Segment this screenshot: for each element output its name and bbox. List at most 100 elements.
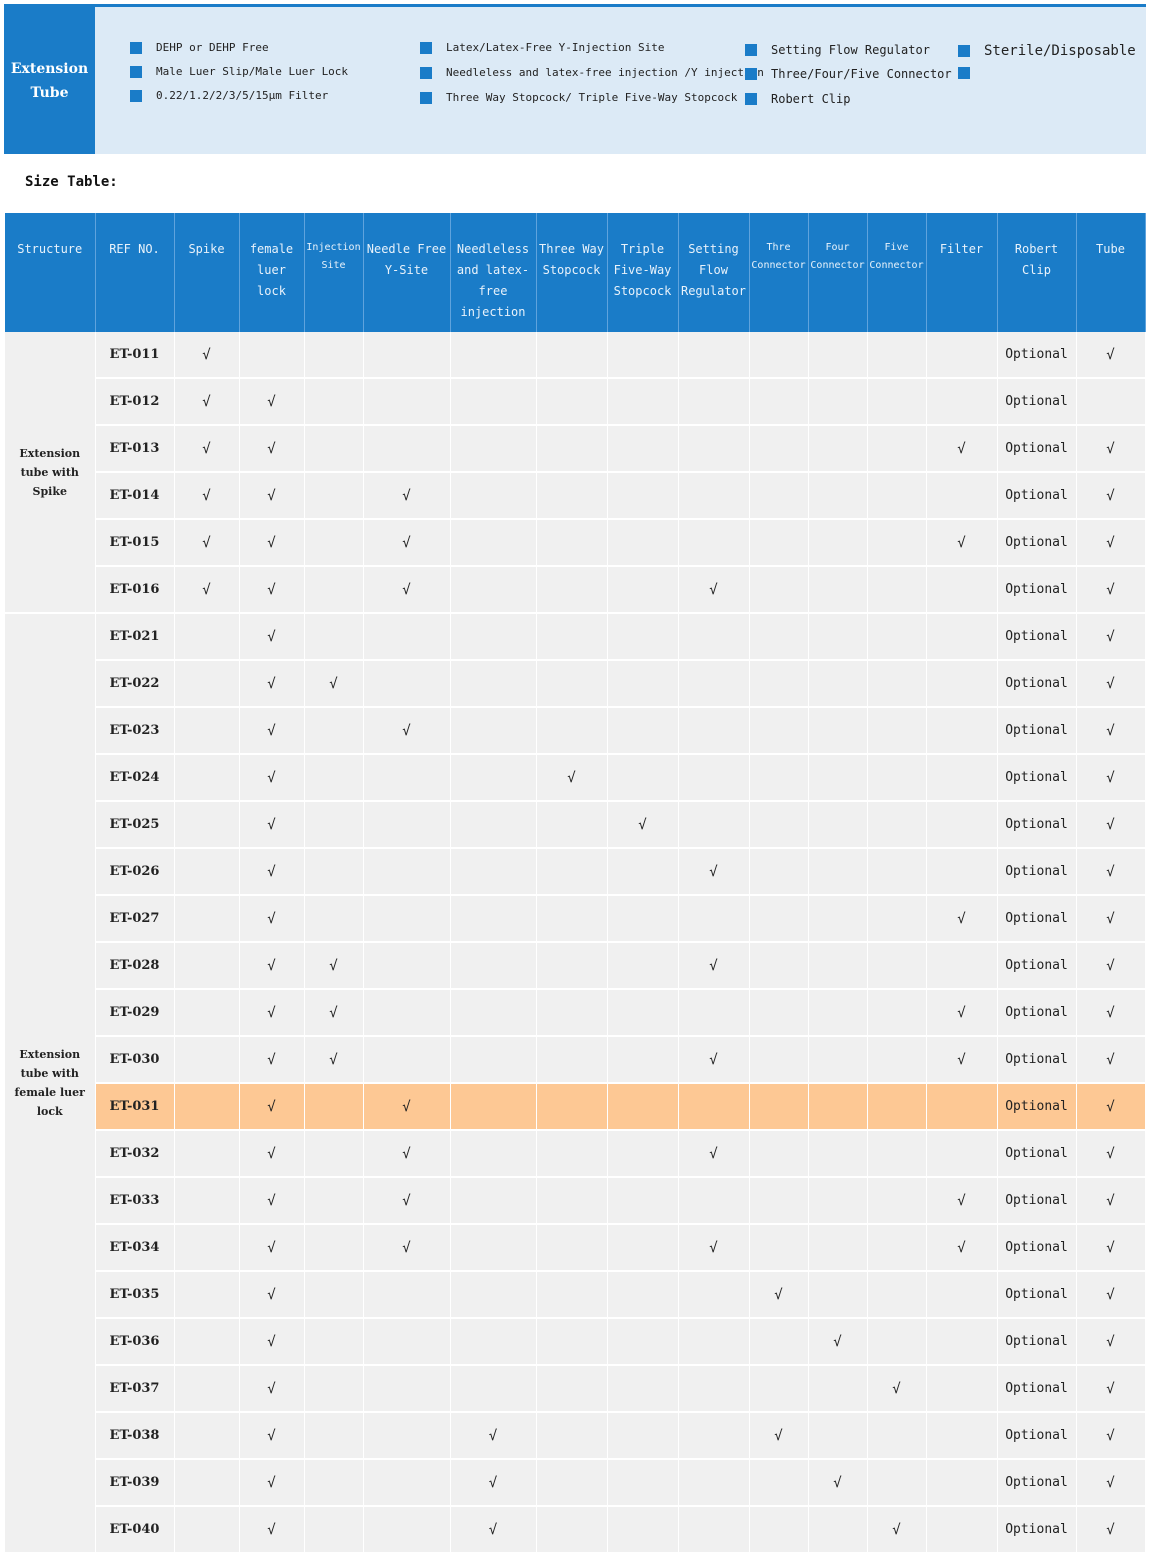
empty-cell (536, 989, 608, 1037)
table-row: ET-023 √ √ Optional √ (5, 707, 1146, 755)
empty-cell (926, 942, 998, 990)
robert-clip-value: Optional (997, 472, 1077, 520)
empty-cell (867, 519, 927, 567)
empty-cell (450, 425, 537, 473)
empty-cell (450, 1083, 537, 1131)
empty-cell (607, 660, 679, 708)
table-row: Extension tube with Spike ET-011 √ Optional… (5, 332, 1146, 614)
ref-number: ET-028 (95, 942, 175, 990)
empty-cell (450, 566, 537, 614)
empty-cell (926, 613, 998, 661)
bullet-square-icon (420, 66, 432, 79)
check-mark-icon: √ (239, 942, 305, 990)
check-mark-icon: √ (239, 989, 305, 1037)
empty-cell (363, 332, 451, 379)
robert-clip-value: Optional (997, 942, 1077, 990)
check-mark-icon: √ (304, 942, 364, 990)
check-mark-icon: √ (450, 1412, 537, 1460)
check-mark-icon: √ (1076, 1177, 1146, 1225)
ref-number: ET-029 (95, 989, 175, 1037)
bullet-square-icon (420, 91, 432, 104)
feature-item: Three Way Stopcock/ Triple Five-Way Stop… (420, 91, 737, 104)
ref-number: ET-024 (95, 754, 175, 802)
check-mark-icon: √ (363, 707, 451, 755)
check-mark-icon: √ (808, 1318, 868, 1366)
robert-clip-value: Optional (997, 1271, 1077, 1319)
empty-cell (607, 1036, 679, 1084)
empty-cell (536, 472, 608, 520)
empty-cell (450, 707, 537, 755)
bullet-square-icon (745, 44, 757, 56)
empty-cell (607, 566, 679, 614)
check-mark-icon: √ (1076, 1130, 1146, 1178)
empty-cell (867, 754, 927, 802)
check-mark-icon: √ (239, 1412, 305, 1460)
empty-cell (678, 1271, 750, 1319)
check-mark-icon: √ (1076, 332, 1146, 379)
ref-number: ET-031 (95, 1083, 175, 1131)
ref-number: ET-016 (95, 566, 175, 614)
empty-cell (304, 566, 364, 614)
robert-clip-value: Optional (997, 425, 1077, 473)
empty-cell (808, 378, 868, 426)
check-mark-icon: √ (1076, 472, 1146, 520)
size-table: Structure REF NO. Spike female luer lock Inj… (5, 213, 1146, 1554)
column-header: female luer lock (239, 213, 305, 332)
check-mark-icon: √ (239, 1083, 305, 1131)
column-header: Five Connector (867, 213, 927, 332)
empty-cell (607, 1459, 679, 1507)
empty-cell (678, 660, 750, 708)
empty-cell (536, 848, 608, 896)
empty-cell (867, 1177, 927, 1225)
empty-cell (536, 895, 608, 943)
empty-cell (607, 613, 679, 661)
empty-cell (536, 613, 608, 661)
empty-cell (867, 1459, 927, 1507)
empty-cell (749, 707, 809, 755)
table-row: ET-025 √ √ Optional √ (5, 801, 1146, 849)
empty-cell (450, 848, 537, 896)
empty-cell (607, 707, 679, 755)
robert-clip-value: Optional (997, 801, 1077, 849)
empty-cell (808, 1412, 868, 1460)
empty-cell (749, 660, 809, 708)
ref-number: ET-015 (95, 519, 175, 567)
empty-cell (536, 1318, 608, 1366)
robert-clip-value: Optional (997, 1036, 1077, 1084)
empty-cell (607, 1412, 679, 1460)
table-row: ET-015 √ √ √ √ Optional √ (5, 519, 1146, 567)
check-mark-icon: √ (678, 942, 750, 990)
empty-cell (450, 1130, 537, 1178)
robert-clip-value: Optional (997, 1412, 1077, 1460)
empty-cell (239, 332, 305, 379)
robert-clip-value: Optional (997, 332, 1077, 379)
empty-cell (678, 613, 750, 661)
empty-cell (867, 425, 927, 473)
check-mark-icon: √ (239, 613, 305, 661)
empty-cell (678, 989, 750, 1037)
empty-cell (867, 1083, 927, 1131)
empty-cell (174, 942, 240, 990)
check-mark-icon: √ (174, 519, 240, 567)
table-row: ET-031 √ √ Optional √ (5, 1083, 1146, 1131)
bullet-square-icon (130, 89, 142, 102)
empty-cell (450, 613, 537, 661)
robert-clip-value: Optional (997, 1130, 1077, 1178)
ref-number: ET-036 (95, 1318, 175, 1366)
empty-cell (867, 1224, 927, 1272)
empty-cell (363, 754, 451, 802)
empty-cell (678, 754, 750, 802)
empty-cell (808, 1083, 868, 1131)
ref-number: ET-026 (95, 848, 175, 896)
check-mark-icon: √ (239, 895, 305, 943)
feature-item: Three/Four/Five Connector (745, 67, 952, 81)
empty-cell (808, 1177, 868, 1225)
feature-item: Needleless and latex-free injection /Y i… (420, 66, 764, 79)
empty-cell (678, 895, 750, 943)
check-mark-icon: √ (363, 1083, 451, 1131)
check-mark-icon: √ (1076, 989, 1146, 1037)
empty-cell (749, 378, 809, 426)
empty-cell (536, 1177, 608, 1225)
robert-clip-value: Optional (997, 707, 1077, 755)
column-header: REF NO. (95, 213, 175, 332)
